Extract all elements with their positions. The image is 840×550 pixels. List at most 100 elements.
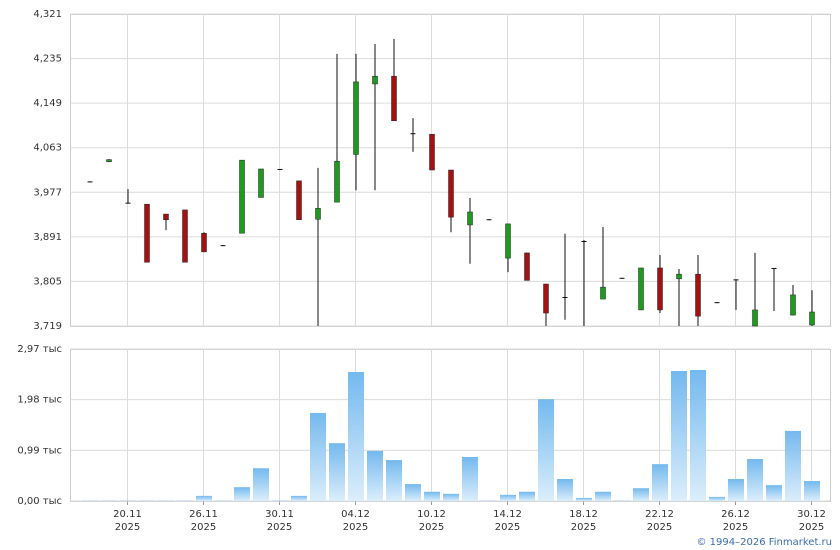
candle-body — [220, 245, 226, 247]
volume-bar — [576, 497, 592, 501]
candle-body — [258, 168, 264, 198]
volume-bar — [120, 500, 136, 501]
candle-body — [448, 169, 454, 218]
x-tick-year: 2025 — [343, 522, 368, 533]
y-tick-label: 3,977 — [33, 187, 62, 198]
y-tick-label: 2,97 тыс — [17, 344, 62, 355]
candle-body — [315, 208, 321, 220]
volume-bar — [557, 478, 573, 501]
volume-bar — [709, 496, 725, 501]
candle-body — [790, 294, 796, 316]
candle-body — [505, 223, 511, 259]
candle-body — [771, 267, 777, 269]
volume-bar — [500, 494, 516, 501]
x-tick-label: 04.12 — [341, 509, 370, 520]
candle-body — [714, 302, 720, 304]
footer: © 1994–2026 Finmarket.ru — [696, 537, 832, 548]
candle-body — [467, 211, 473, 226]
candle-body — [410, 133, 416, 135]
y-tick-label: 0,00 тыс — [17, 496, 62, 507]
volume-bar — [538, 399, 554, 501]
volume-bar — [424, 491, 440, 501]
candle-body — [581, 241, 587, 243]
candle-body — [277, 168, 283, 170]
x-tick-label: 30.12 — [797, 509, 826, 520]
x-tick-year: 2025 — [647, 522, 672, 533]
volume-bar — [367, 450, 383, 501]
volume-bar — [139, 500, 155, 501]
volume-bar — [481, 500, 497, 501]
volume-bar — [519, 491, 535, 501]
volume-bar — [747, 459, 763, 501]
candle-body — [733, 279, 739, 281]
y-tick-label: 3,891 — [33, 232, 62, 243]
candle-body — [334, 160, 340, 203]
candle-body — [543, 283, 549, 314]
volume-bar — [310, 412, 326, 501]
y-tick-label: 3,719 — [33, 321, 62, 332]
volume-bar — [785, 430, 801, 501]
volume-bar — [82, 500, 98, 501]
candle-body — [296, 180, 302, 221]
volume-bar — [690, 369, 706, 501]
y-tick-label: 4,149 — [33, 98, 62, 109]
volume-bar — [728, 478, 744, 501]
x-tick-label: 18.12 — [569, 509, 598, 520]
volume-bar — [158, 500, 174, 501]
volume-bar — [462, 456, 478, 501]
candle-body — [201, 232, 207, 253]
candle-body — [809, 311, 815, 326]
y-tick-label: 4,321 — [33, 9, 62, 20]
x-tick-label: 20.11 — [113, 509, 142, 520]
x-tick-label: 26.12 — [721, 509, 750, 520]
candle-body — [676, 273, 682, 280]
volume-bar — [443, 493, 459, 501]
volume-bar — [329, 443, 345, 501]
candle-body — [182, 209, 188, 263]
y-tick-label: 3,805 — [33, 276, 62, 287]
candle-body — [353, 81, 359, 155]
volume-bar — [595, 491, 611, 501]
volume-bar — [101, 500, 117, 501]
x-tick-year: 2025 — [419, 522, 444, 533]
volume-bar — [215, 500, 231, 501]
volume-bar — [348, 372, 364, 501]
candle-body — [619, 277, 625, 279]
x-tick-label: 10.12 — [417, 509, 446, 520]
volume-frame — [70, 349, 831, 502]
candle-body — [638, 267, 644, 311]
y-tick-label: 4,063 — [33, 143, 62, 154]
volume-bar — [405, 484, 421, 501]
y-tick-label: 1,98 тыс — [17, 395, 62, 406]
candle-body — [752, 309, 758, 327]
x-tick-year: 2025 — [495, 522, 520, 533]
candle-body — [429, 133, 435, 171]
candle-body — [163, 213, 169, 221]
candle-body — [562, 296, 568, 298]
candle-body — [391, 75, 397, 122]
x-tick-label: 26.11 — [189, 509, 218, 520]
x-tick-year: 2025 — [267, 522, 292, 533]
volume-bar — [291, 495, 307, 501]
x-tick-label: 22.12 — [645, 509, 674, 520]
candle-body — [695, 273, 701, 317]
candle-body — [106, 159, 112, 162]
volume-bar — [652, 464, 668, 501]
candle-body — [239, 159, 245, 234]
volume-bar — [804, 481, 820, 501]
x-tick-label: 14.12 — [493, 509, 522, 520]
volume-bar — [633, 488, 649, 501]
candle-body — [600, 286, 606, 300]
candle-body — [657, 267, 663, 311]
volume-bar — [177, 500, 193, 501]
volume-bar — [234, 487, 250, 501]
x-tick-year: 2025 — [799, 522, 824, 533]
volume-bar — [386, 460, 402, 501]
x-tick-label: 30.11 — [265, 509, 294, 520]
x-tick-year: 2025 — [191, 522, 216, 533]
volume-bar — [196, 495, 212, 501]
y-tick-label: 4,235 — [33, 54, 62, 65]
candle-body — [372, 75, 378, 85]
volume-bar — [272, 500, 288, 501]
